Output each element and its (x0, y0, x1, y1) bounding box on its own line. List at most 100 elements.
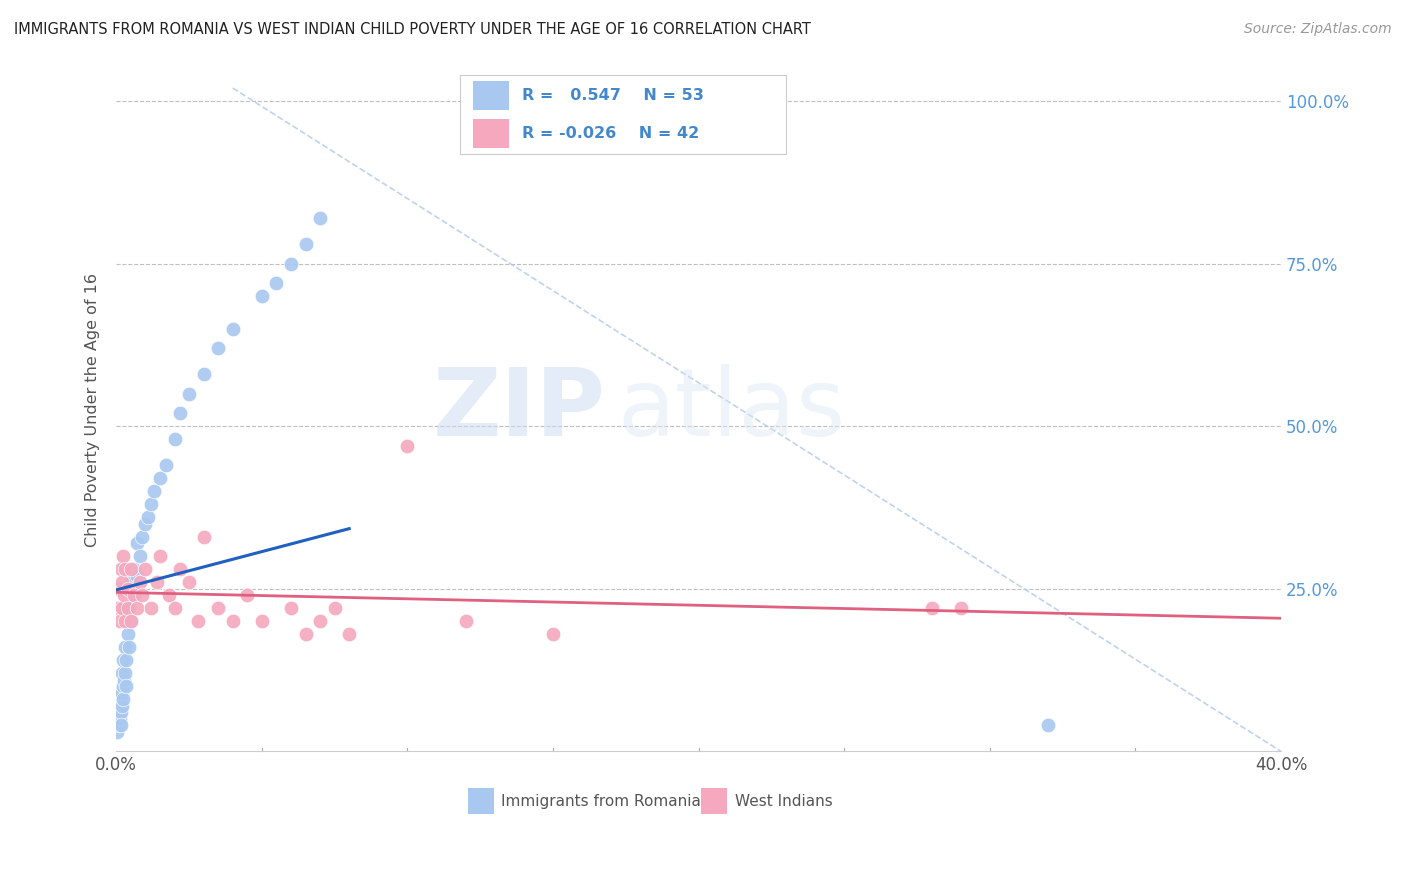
Point (111, 549, 134, 564)
Point (294, 237, 316, 252)
Point (193, 367, 215, 381)
Point (250, 289, 273, 303)
Point (128, 549, 150, 564)
Y-axis label: Child Poverty Under the Age of 16: Child Poverty Under the Age of 16 (86, 273, 100, 547)
Point (110, 712, 132, 726)
Point (236, 588, 259, 602)
Point (111, 666, 134, 681)
Point (193, 530, 215, 544)
Point (112, 653, 135, 667)
Point (309, 211, 332, 226)
Point (114, 679, 136, 693)
Point (949, 601, 972, 615)
Point (107, 712, 129, 726)
Point (169, 562, 191, 576)
Point (309, 615, 332, 629)
Point (107, 718, 129, 732)
Point (396, 439, 419, 453)
Point (122, 588, 145, 602)
Point (114, 666, 136, 681)
Point (155, 458, 177, 473)
Text: atlas: atlas (617, 364, 845, 456)
Point (114, 562, 136, 576)
Point (117, 601, 139, 615)
Point (454, 615, 477, 629)
Point (110, 562, 132, 576)
Point (134, 516, 156, 531)
Point (1036, 718, 1059, 732)
Point (125, 568, 148, 582)
Point (149, 549, 172, 564)
Point (169, 406, 191, 420)
Point (114, 615, 136, 629)
Point (541, 627, 564, 641)
Point (337, 627, 360, 641)
Point (108, 582, 131, 596)
Point (120, 562, 142, 576)
Point (141, 601, 163, 615)
Point (108, 692, 131, 706)
FancyBboxPatch shape (468, 789, 494, 814)
Point (122, 588, 145, 602)
Point (112, 673, 135, 687)
Point (108, 712, 131, 726)
Point (134, 562, 156, 576)
Text: ZIP: ZIP (433, 364, 606, 456)
Point (266, 276, 288, 290)
Point (136, 510, 159, 524)
Point (110, 692, 132, 706)
Point (107, 706, 129, 720)
Point (115, 653, 138, 667)
Point (163, 432, 186, 446)
Point (163, 601, 186, 615)
Point (114, 640, 136, 655)
Point (146, 575, 169, 590)
FancyBboxPatch shape (702, 789, 727, 814)
Point (111, 575, 134, 590)
Point (108, 615, 131, 629)
Text: Source: ZipAtlas.com: Source: ZipAtlas.com (1244, 22, 1392, 37)
Point (110, 601, 132, 615)
Point (125, 536, 148, 550)
Point (222, 321, 245, 335)
Point (117, 627, 139, 641)
Point (107, 601, 129, 615)
Point (120, 615, 142, 629)
Point (131, 588, 153, 602)
Point (112, 588, 135, 602)
Text: West Indians: West Indians (735, 794, 832, 809)
Point (122, 562, 145, 576)
Point (222, 615, 245, 629)
Text: Immigrants from Romania: Immigrants from Romania (501, 794, 700, 809)
Point (207, 601, 229, 615)
Point (108, 706, 131, 720)
Point (280, 601, 302, 615)
Point (108, 698, 131, 713)
Point (207, 341, 229, 355)
Point (120, 615, 142, 629)
Point (177, 386, 200, 401)
Point (125, 601, 148, 615)
Point (294, 627, 316, 641)
Point (117, 601, 139, 615)
Point (108, 686, 131, 700)
Point (177, 575, 200, 590)
Text: IMMIGRANTS FROM ROMANIA VS WEST INDIAN CHILD POVERTY UNDER THE AGE OF 16 CORRELA: IMMIGRANTS FROM ROMANIA VS WEST INDIAN C… (14, 22, 811, 37)
Point (131, 530, 153, 544)
Point (107, 724, 129, 739)
Point (187, 615, 209, 629)
Point (117, 582, 139, 596)
Point (110, 706, 132, 720)
Point (117, 640, 139, 655)
Point (280, 257, 302, 271)
Point (111, 679, 134, 693)
Point (149, 471, 172, 485)
Point (110, 718, 132, 732)
Point (921, 601, 943, 615)
Point (111, 686, 134, 700)
Point (110, 698, 132, 713)
Point (323, 601, 346, 615)
Point (157, 588, 180, 602)
Point (120, 575, 142, 590)
Point (143, 484, 166, 499)
